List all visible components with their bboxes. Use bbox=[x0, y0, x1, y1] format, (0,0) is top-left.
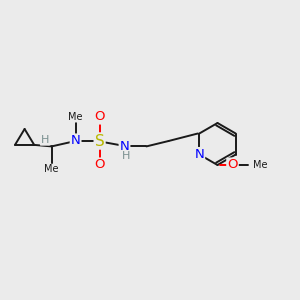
Text: N: N bbox=[194, 148, 204, 161]
Text: Me: Me bbox=[253, 160, 267, 170]
Text: O: O bbox=[94, 110, 105, 124]
Text: H: H bbox=[41, 135, 49, 145]
Text: H: H bbox=[122, 151, 130, 161]
Text: N: N bbox=[120, 140, 129, 153]
Text: S: S bbox=[95, 134, 104, 148]
Text: Me: Me bbox=[44, 164, 59, 175]
Text: Me: Me bbox=[68, 112, 83, 122]
Text: O: O bbox=[94, 158, 105, 172]
Text: N: N bbox=[71, 134, 80, 148]
Text: O: O bbox=[227, 158, 238, 172]
